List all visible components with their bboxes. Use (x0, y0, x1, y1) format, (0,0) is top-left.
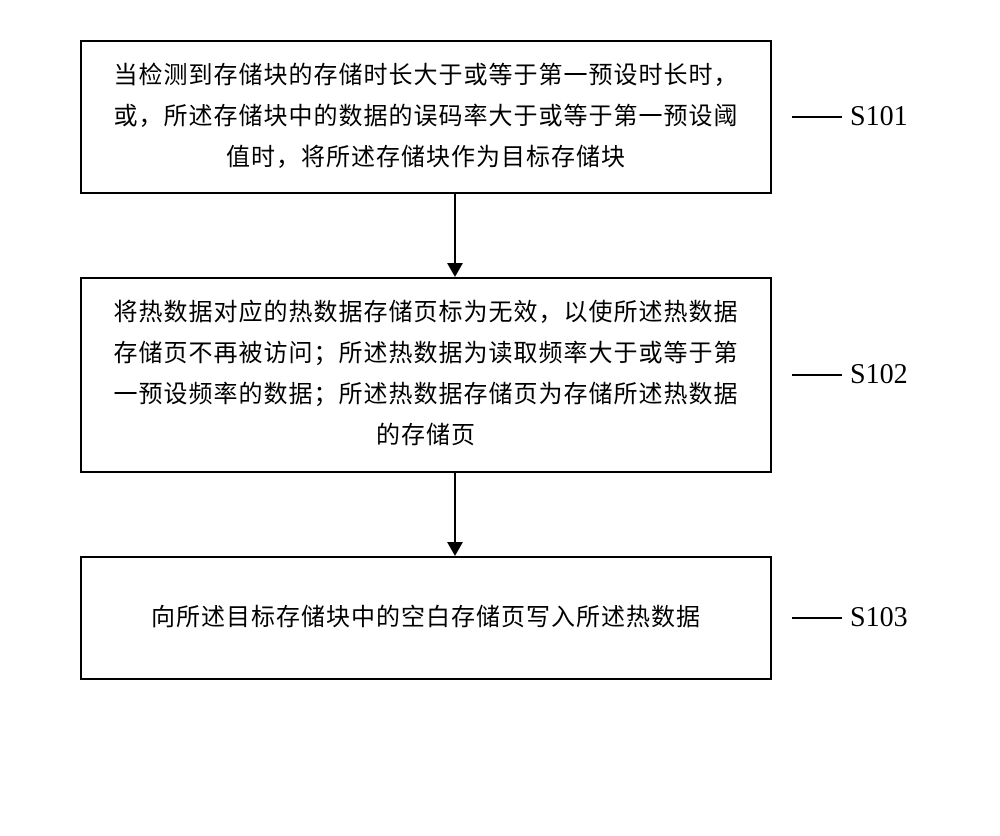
connector-2 (80, 473, 920, 556)
connector-1-line (454, 194, 456, 264)
step-1-label-line (792, 116, 842, 118)
connector-1 (80, 194, 920, 277)
step-1-label: S101 (850, 101, 920, 133)
step-3-container: 向所述目标存储块中的空白存储页写入所述热数据 S103 (80, 556, 920, 681)
step-3-label: S103 (850, 602, 920, 634)
flowchart-container: 当检测到存储块的存储时长大于或等于第一预设时长时，或，所述存储块中的数据的误码率… (80, 40, 920, 680)
step-1-text: 当检测到存储块的存储时长大于或等于第一预设时长时，或，所述存储块中的数据的误码率… (114, 63, 739, 171)
step-2-text: 将热数据对应的热数据存储页标为无效，以使所述热数据存储页不再被访问；所述热数据为… (114, 300, 739, 448)
step-2-label-line (792, 374, 842, 376)
step-3-label-wrapper: S103 (792, 602, 920, 634)
step-2-container: 将热数据对应的热数据存储页标为无效，以使所述热数据存储页不再被访问；所述热数据为… (80, 277, 920, 472)
step-1-label-wrapper: S101 (792, 101, 920, 133)
step-1-container: 当检测到存储块的存储时长大于或等于第一预设时长时，或，所述存储块中的数据的误码率… (80, 40, 920, 194)
step-2-label-wrapper: S102 (792, 359, 920, 391)
step-2-box: 将热数据对应的热数据存储页标为无效，以使所述热数据存储页不再被访问；所述热数据为… (80, 277, 772, 472)
step-3-box: 向所述目标存储块中的空白存储页写入所述热数据 (80, 556, 772, 681)
step-2-label: S102 (850, 359, 920, 391)
step-3-label-line (792, 617, 842, 619)
connector-2-line (454, 473, 456, 543)
connector-2-arrow (447, 542, 463, 556)
connector-1-arrow (447, 263, 463, 277)
step-3-text: 向所述目标存储块中的空白存储页写入所述热数据 (151, 605, 701, 631)
step-1-box: 当检测到存储块的存储时长大于或等于第一预设时长时，或，所述存储块中的数据的误码率… (80, 40, 772, 194)
